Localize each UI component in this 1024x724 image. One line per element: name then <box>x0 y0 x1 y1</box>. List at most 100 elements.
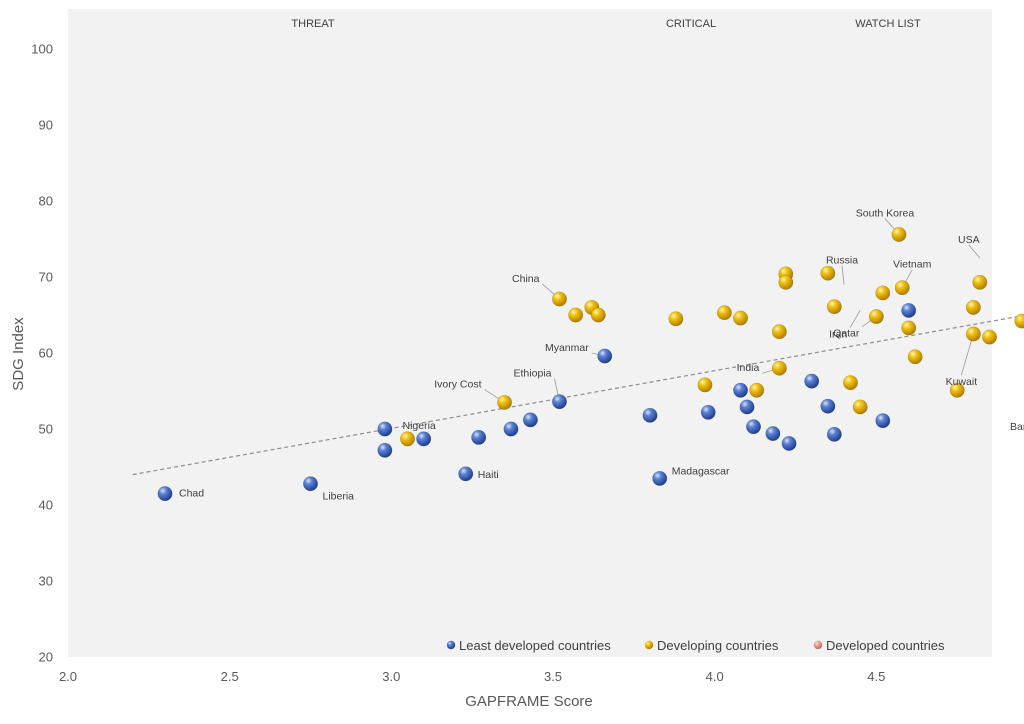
y-tick-label: 40 <box>39 498 53 513</box>
data-point-least <box>733 382 749 398</box>
y-tick-label: 30 <box>39 574 53 589</box>
point-label: Vietnam <box>893 259 932 271</box>
data-point-least <box>157 486 173 502</box>
data-point-least <box>826 426 842 442</box>
data-point-least <box>471 429 487 445</box>
y-tick-label: 60 <box>39 346 53 361</box>
y-tick-label: 50 <box>39 422 53 437</box>
data-point-developing <box>551 291 567 307</box>
point-label: Myanmar <box>545 342 589 354</box>
point-label: Nigeria <box>403 420 436 432</box>
data-point-developing <box>771 360 787 376</box>
data-point-least <box>458 466 474 482</box>
data-point-developing <box>826 299 842 315</box>
data-point-developing <box>965 326 981 342</box>
data-point-developing <box>972 274 988 290</box>
data-point-developing <box>733 310 749 326</box>
data-point-developing <box>965 299 981 315</box>
x-tick-label: 3.0 <box>382 669 400 684</box>
data-point-least <box>739 399 755 415</box>
data-point-developing <box>568 307 584 323</box>
data-point-developing <box>891 226 907 242</box>
data-point-developing <box>852 399 868 415</box>
point-label: China <box>512 273 540 285</box>
point-label: Kuwait <box>946 376 978 388</box>
data-point-least <box>642 407 658 423</box>
point-label: Russia <box>826 255 858 267</box>
data-point-developing <box>982 329 998 345</box>
point-label: Chad <box>179 488 204 500</box>
x-tick-label: 2.5 <box>221 669 239 684</box>
legend-marker-least <box>446 640 456 650</box>
data-point-least <box>597 348 613 364</box>
data-point-developing <box>697 377 713 393</box>
leader-line <box>968 244 981 259</box>
legend-marker-developing <box>644 640 654 650</box>
x-tick-label: 2.0 <box>59 669 77 684</box>
y-axis-title: SDG Index <box>10 317 27 391</box>
legend-label: Developed countries <box>826 638 945 653</box>
zone-band-threat <box>68 9 992 657</box>
y-tick-label: 70 <box>39 270 53 285</box>
point-label: Iran <box>829 328 847 340</box>
data-point-developing <box>716 305 732 321</box>
point-label: Bangladesh <box>1010 421 1024 433</box>
y-tick-label: 80 <box>39 194 53 209</box>
zone-label: CRITICAL <box>666 18 716 30</box>
data-point-least <box>652 470 668 486</box>
data-point-developing <box>497 394 513 410</box>
data-point-developing <box>868 309 884 325</box>
data-point-least <box>303 476 319 492</box>
data-point-least <box>901 302 917 318</box>
data-point-developing <box>778 274 794 290</box>
data-point-least <box>416 431 432 447</box>
data-point-least <box>745 419 761 435</box>
data-point-least <box>377 442 393 458</box>
y-tick-label: 90 <box>39 118 53 133</box>
data-point-least <box>781 435 797 451</box>
data-point-least <box>551 394 567 410</box>
data-point-least <box>804 373 820 389</box>
data-point-least <box>765 426 781 442</box>
point-label: Qatar <box>833 328 860 340</box>
data-point-developing <box>1014 313 1024 329</box>
point-label: USA <box>958 234 980 246</box>
point-label: Madagascar <box>672 465 730 477</box>
data-point-developing <box>749 382 765 398</box>
data-point-developing <box>590 307 606 323</box>
point-label: South Korea <box>856 207 915 219</box>
data-point-least <box>700 404 716 420</box>
point-label: Ivory Cost <box>434 378 481 390</box>
data-point-least <box>503 421 519 437</box>
legend-label: Developing countries <box>657 638 779 653</box>
x-tick-label: 4.5 <box>867 669 885 684</box>
data-point-developing <box>901 320 917 336</box>
data-point-developing <box>894 280 910 296</box>
data-point-developing <box>400 431 416 447</box>
data-point-least <box>820 398 836 414</box>
point-label: Ethiopia <box>514 368 552 380</box>
point-label: Haiti <box>478 469 499 481</box>
legend-marker-developed <box>813 640 823 650</box>
data-point-developing <box>668 311 684 327</box>
data-point-least <box>522 412 538 428</box>
y-tick-label: 100 <box>31 42 53 57</box>
x-axis-title: GAPFRAME Score <box>465 693 593 710</box>
y-tick-label: 20 <box>39 650 53 665</box>
legend-label: Least developed countries <box>459 638 611 653</box>
point-label: Liberia <box>323 491 355 503</box>
data-point-developing <box>771 324 787 340</box>
leader-line <box>849 310 861 328</box>
data-point-least <box>875 413 891 429</box>
point-label: India <box>737 362 760 374</box>
data-point-least <box>377 421 393 437</box>
x-tick-label: 3.5 <box>544 669 562 684</box>
data-point-developing <box>875 285 891 301</box>
zone-label: THREAT <box>291 18 334 30</box>
zone-label: WATCH LIST <box>855 18 921 30</box>
data-point-developing <box>820 265 836 281</box>
data-point-developing <box>842 375 858 391</box>
leader-line <box>841 265 845 285</box>
x-tick-label: 4.0 <box>706 669 724 684</box>
